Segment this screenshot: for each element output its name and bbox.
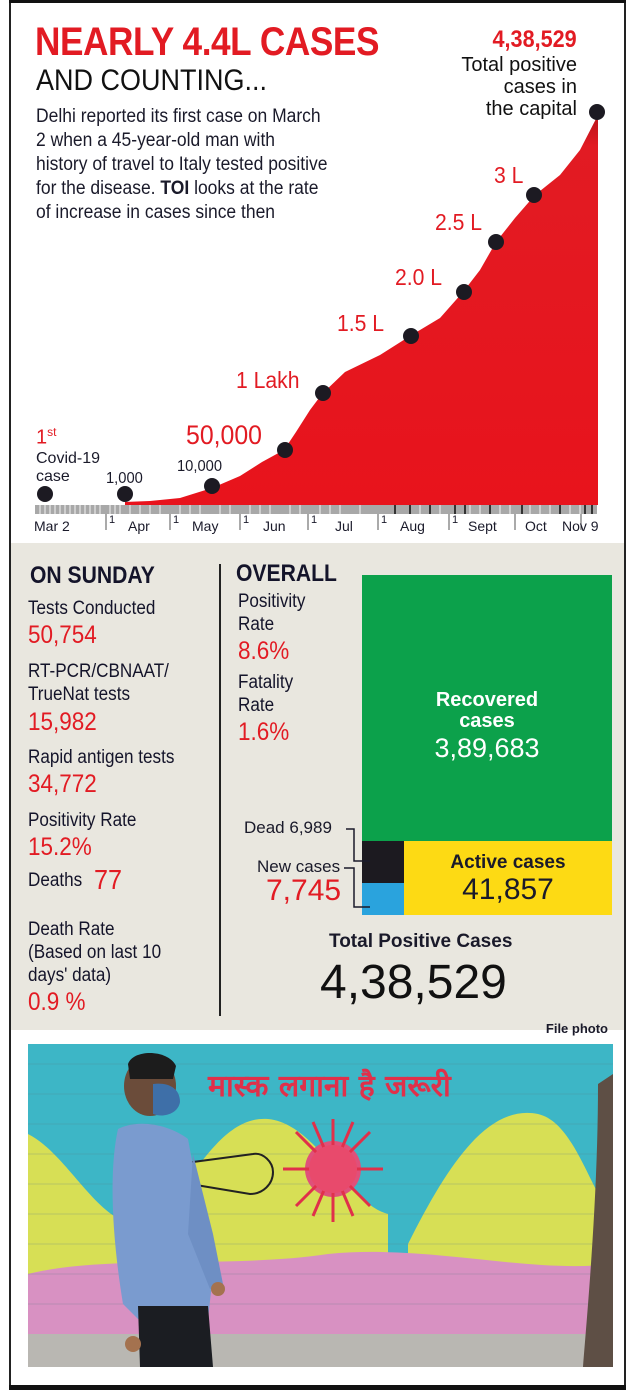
first-case-label: 1st Covid-19 case <box>36 425 100 486</box>
first-line1: Covid-19 <box>36 449 101 467</box>
on-sunday-title: ON SUNDAY <box>30 562 155 589</box>
headline: NEARLY 4.4L CASES <box>35 20 380 64</box>
milestone-1-5l: 1.5 L <box>337 310 385 336</box>
x-axis-strip <box>35 505 597 514</box>
x-tick-nov9: Nov 9 <box>562 518 599 534</box>
x-tick-mar2: Mar 2 <box>34 518 70 534</box>
dead-label: Dead 6,989 <box>244 818 332 837</box>
cumulative-area <box>125 115 598 505</box>
rtpcr-label2: TrueNat tests <box>28 684 131 705</box>
tests-value: 50,754 <box>28 621 97 649</box>
recovered-value: 3,89,683 <box>434 733 540 763</box>
active-label: Active cases <box>450 852 566 873</box>
intro-bold: TOI <box>160 178 190 199</box>
panel-divider <box>219 564 221 1016</box>
positivity-value: 15.2% <box>28 833 92 861</box>
recovered-label: Recovered cases <box>362 690 612 732</box>
first-num: 1 <box>36 426 48 449</box>
photo-illustration <box>28 1044 613 1367</box>
x-tick-apr: Apr <box>128 518 150 534</box>
overall-title: OVERALL <box>236 560 337 587</box>
recovered-label2: cases <box>459 710 515 732</box>
overall-positivity-value: 8.6% <box>238 637 290 665</box>
recovered-block <box>362 575 612 841</box>
intro-text: Delhi reported its first case on March 2… <box>36 106 328 199</box>
tests-label: Tests Conducted <box>28 598 156 619</box>
deaths-label: Deaths <box>28 870 83 891</box>
top-border <box>9 0 626 3</box>
tick-marker: 1 <box>173 514 180 526</box>
x-tick-oct: Oct <box>525 518 547 534</box>
rtpcr-label1: RT-PCR/CBNAAT/ <box>28 661 169 682</box>
virus-graphic <box>283 1119 383 1222</box>
x-tick-jun: Jun <box>263 518 286 534</box>
new-cases-block <box>362 883 404 915</box>
deaths-value: 77 <box>94 864 123 895</box>
positivity-label: Positivity Rate <box>28 810 137 831</box>
fatality-label2: Rate <box>238 695 275 716</box>
new-cases-value: 7,745 <box>266 874 342 907</box>
milestone-50000: 50,000 <box>186 420 262 450</box>
milestone-dots <box>37 104 605 502</box>
death-rate-label3: days' data) <box>28 965 112 986</box>
death-rate-value: 0.9 % <box>28 988 86 1016</box>
milestone-1000: 1,000 <box>106 470 143 487</box>
top-total-label2: cases in <box>503 76 577 98</box>
top-total-value: 4,38,529 <box>492 26 577 53</box>
total-positive-value: 4,38,529 <box>320 956 507 1009</box>
recovered-label1: Recovered <box>435 689 539 711</box>
overall-positivity-label1: Positivity <box>238 591 306 612</box>
tick-marker: 1 <box>381 514 388 526</box>
intro-tail: looks at the rate of increase in cases s… <box>36 178 319 223</box>
intro-paragraph: Delhi reported its first case on March 2… <box>36 105 330 225</box>
wall-slogan: मास्क लगाना है जरूरी <box>208 1069 451 1104</box>
death-rate-label1: Death Rate <box>28 919 115 940</box>
top-total-label1: Total positive <box>461 54 577 76</box>
milestone-10000: 10,000 <box>177 458 223 475</box>
x-tick-sept: Sept <box>468 518 497 534</box>
news-photo: मास्क लगाना है जरूरी <box>28 1044 613 1367</box>
milestone-1lakh: 1 Lakh <box>236 367 300 393</box>
subheadline: AND COUNTING... <box>36 64 268 97</box>
total-positive-label: Total Positive Cases <box>329 931 513 952</box>
tick-marker: 1 <box>243 514 250 526</box>
x-tick-aug: Aug <box>400 518 425 534</box>
first-sup: st <box>47 425 57 439</box>
milestone-2-5l: 2.5 L <box>435 209 483 235</box>
x-tick-jul: Jul <box>335 518 353 534</box>
death-rate-label2: (Based on last 10 <box>28 942 162 963</box>
milestone-3l: 3 L <box>494 162 524 188</box>
rapid-label: Rapid antigen tests <box>28 747 175 768</box>
dead-block <box>362 841 404 883</box>
rapid-value: 34,772 <box>28 770 97 798</box>
rtpcr-value: 15,982 <box>28 708 97 736</box>
photo-credit: File photo <box>545 1021 608 1036</box>
person-walking <box>112 1052 225 1367</box>
bottom-border <box>9 1385 626 1390</box>
new-cases-label: New cases <box>257 857 341 876</box>
fatality-label1: Fatality <box>238 672 294 693</box>
top-total-callout: 4,38,529 Total positive cases in the cap… <box>461 26 577 120</box>
active-block <box>404 841 612 915</box>
overall-positivity-label2: Rate <box>238 614 275 635</box>
tick-marker: 1 <box>452 514 459 526</box>
milestone-2-0l: 2.0 L <box>395 264 443 290</box>
top-total-label3: the capital <box>485 98 577 120</box>
tick-marker: 1 <box>109 514 116 526</box>
cases-area-chart: 1 1 1 1 1 1 Mar 2 Apr May Jun Jul Aug Se… <box>0 0 635 540</box>
first-line2: case <box>36 467 70 485</box>
active-value: 41,857 <box>462 873 554 906</box>
x-tick-may: May <box>192 518 219 534</box>
fatality-value: 1.6% <box>238 718 290 746</box>
chart-svg <box>35 104 605 530</box>
tick-marker: 1 <box>311 514 318 526</box>
